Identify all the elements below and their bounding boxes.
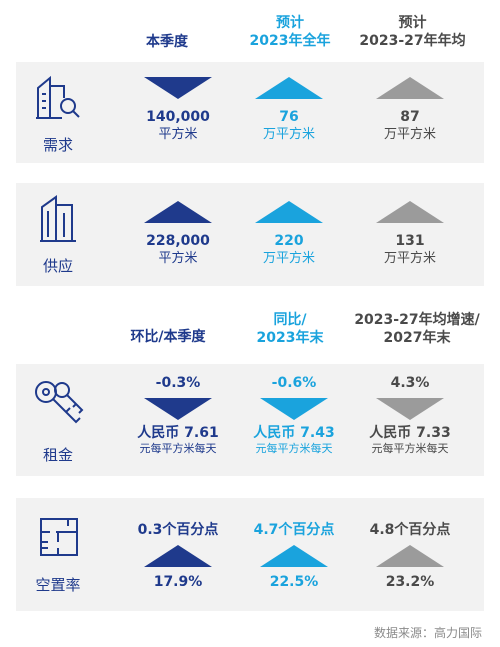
up-arrow-icon — [376, 77, 444, 99]
vacancy-yoy-value: 22.5% — [269, 574, 319, 590]
demand-forecast-unit: 万平方米 — [262, 127, 315, 142]
rent-yoy: -0.6% 人民币 7.43 元每平方米每天 — [234, 374, 354, 456]
supply-current: 228,000 平方米 — [118, 201, 238, 267]
vacancy-label: 空置率 — [35, 576, 81, 594]
demand-panel: 需求 140,000 平方米 76 万平方米 87 万平方米 — [16, 62, 484, 163]
supply-current-unit: 平方米 — [158, 251, 198, 266]
rent-yoy-change: -0.6% — [271, 375, 317, 391]
supply-current-value: 228,000 — [146, 233, 210, 249]
down-arrow-icon — [144, 77, 212, 99]
supply-forecast-value: 220 — [274, 233, 304, 249]
floor-plan-icon — [40, 518, 78, 556]
demand-avg-value: 87 — [400, 109, 420, 125]
building-icon — [40, 195, 76, 242]
vacancy-current: 0.3个百分点 17.9% — [118, 521, 238, 591]
vacancy-avg-value: 23.2% — [385, 574, 435, 590]
rent-avg: 4.3% 人民币 7.33 元每平方米每天 — [350, 374, 470, 456]
up-arrow-icon — [376, 201, 444, 223]
rent-yoy-unit: 元每平方米每天 — [255, 442, 333, 455]
rent-avg-unit: 元每平方米每天 — [371, 442, 449, 455]
demand-current: 140,000 平方米 — [118, 77, 238, 143]
demand-current-unit: 平方米 — [158, 127, 198, 142]
rent-current: -0.3% 人民币 7.61 元每平方米每天 — [118, 374, 238, 456]
vacancy-yoy-change: 4.7个百分点 — [253, 522, 335, 538]
vacancy-panel: 空置率 0.3个百分点 17.9% 4.7个百分点 22.5% 4.8个百分点 … — [16, 498, 484, 611]
vacancy-current-value: 17.9% — [153, 574, 203, 590]
header-qoq: 环比/本季度 — [130, 329, 206, 345]
supply-avg: 131 万平方米 — [350, 201, 470, 267]
demand-label: 需求 — [42, 136, 73, 154]
rent-yoy-value: 人民币 7.43 — [253, 425, 335, 441]
building-search-icon — [36, 75, 80, 119]
up-arrow-icon — [260, 545, 328, 567]
up-arrow-icon — [144, 545, 212, 567]
demand-avg: 87 万平方米 — [350, 77, 470, 143]
vacancy-avg: 4.8个百分点 23.2% — [350, 521, 470, 591]
rent-panel: 租金 -0.3% 人民币 7.61 元每平方米每天 -0.6% 人民币 7.43… — [16, 364, 484, 476]
rent-current-value: 人民币 7.61 — [137, 425, 219, 441]
vacancy-yoy: 4.7个百分点 22.5% — [234, 521, 354, 591]
supply-avg-unit: 万平方米 — [383, 251, 436, 266]
down-arrow-icon — [376, 398, 444, 420]
up-arrow-icon — [144, 201, 212, 223]
rent-avg-value: 人民币 7.33 — [369, 425, 451, 441]
rent-current-change: -0.3% — [155, 375, 201, 391]
header-forecast-avg: 预计 2023-27年年均 — [359, 15, 466, 49]
down-arrow-icon — [260, 398, 328, 420]
data-source: 数据来源：高力国际 — [373, 626, 482, 640]
supply-forecast-unit: 万平方米 — [262, 251, 315, 266]
rent-label: 租金 — [42, 446, 73, 464]
up-arrow-icon — [376, 545, 444, 567]
keys-icon — [35, 381, 84, 424]
rent-avg-change: 4.3% — [390, 375, 430, 391]
up-arrow-icon — [255, 201, 323, 223]
demand-forecast-2023: 76 万平方米 — [229, 77, 349, 143]
header-growth: 2023-27年均增速/ 2027年末 — [354, 312, 480, 346]
vacancy-current-change: 0.3个百分点 — [137, 522, 219, 538]
supply-panel: 供应 228,000 平方米 220 万平方米 131 万平方米 — [16, 183, 484, 286]
down-arrow-icon — [144, 398, 212, 420]
rent-current-unit: 元每平方米每天 — [139, 442, 217, 455]
supply-forecast-2023: 220 万平方米 — [229, 201, 349, 267]
demand-forecast-value: 76 — [279, 109, 299, 125]
demand-avg-unit: 万平方米 — [383, 127, 436, 142]
supply-label: 供应 — [42, 257, 73, 275]
supply-avg-value: 131 — [395, 233, 425, 249]
header-current-quarter: 本季度 — [146, 34, 188, 50]
vacancy-avg-change: 4.8个百分点 — [369, 522, 451, 538]
demand-current-value: 140,000 — [146, 109, 210, 125]
header-yoy: 同比/ 2023年末 — [256, 312, 324, 346]
up-arrow-icon — [255, 77, 323, 99]
header-forecast-2023: 预计 2023年全年 — [249, 15, 331, 49]
